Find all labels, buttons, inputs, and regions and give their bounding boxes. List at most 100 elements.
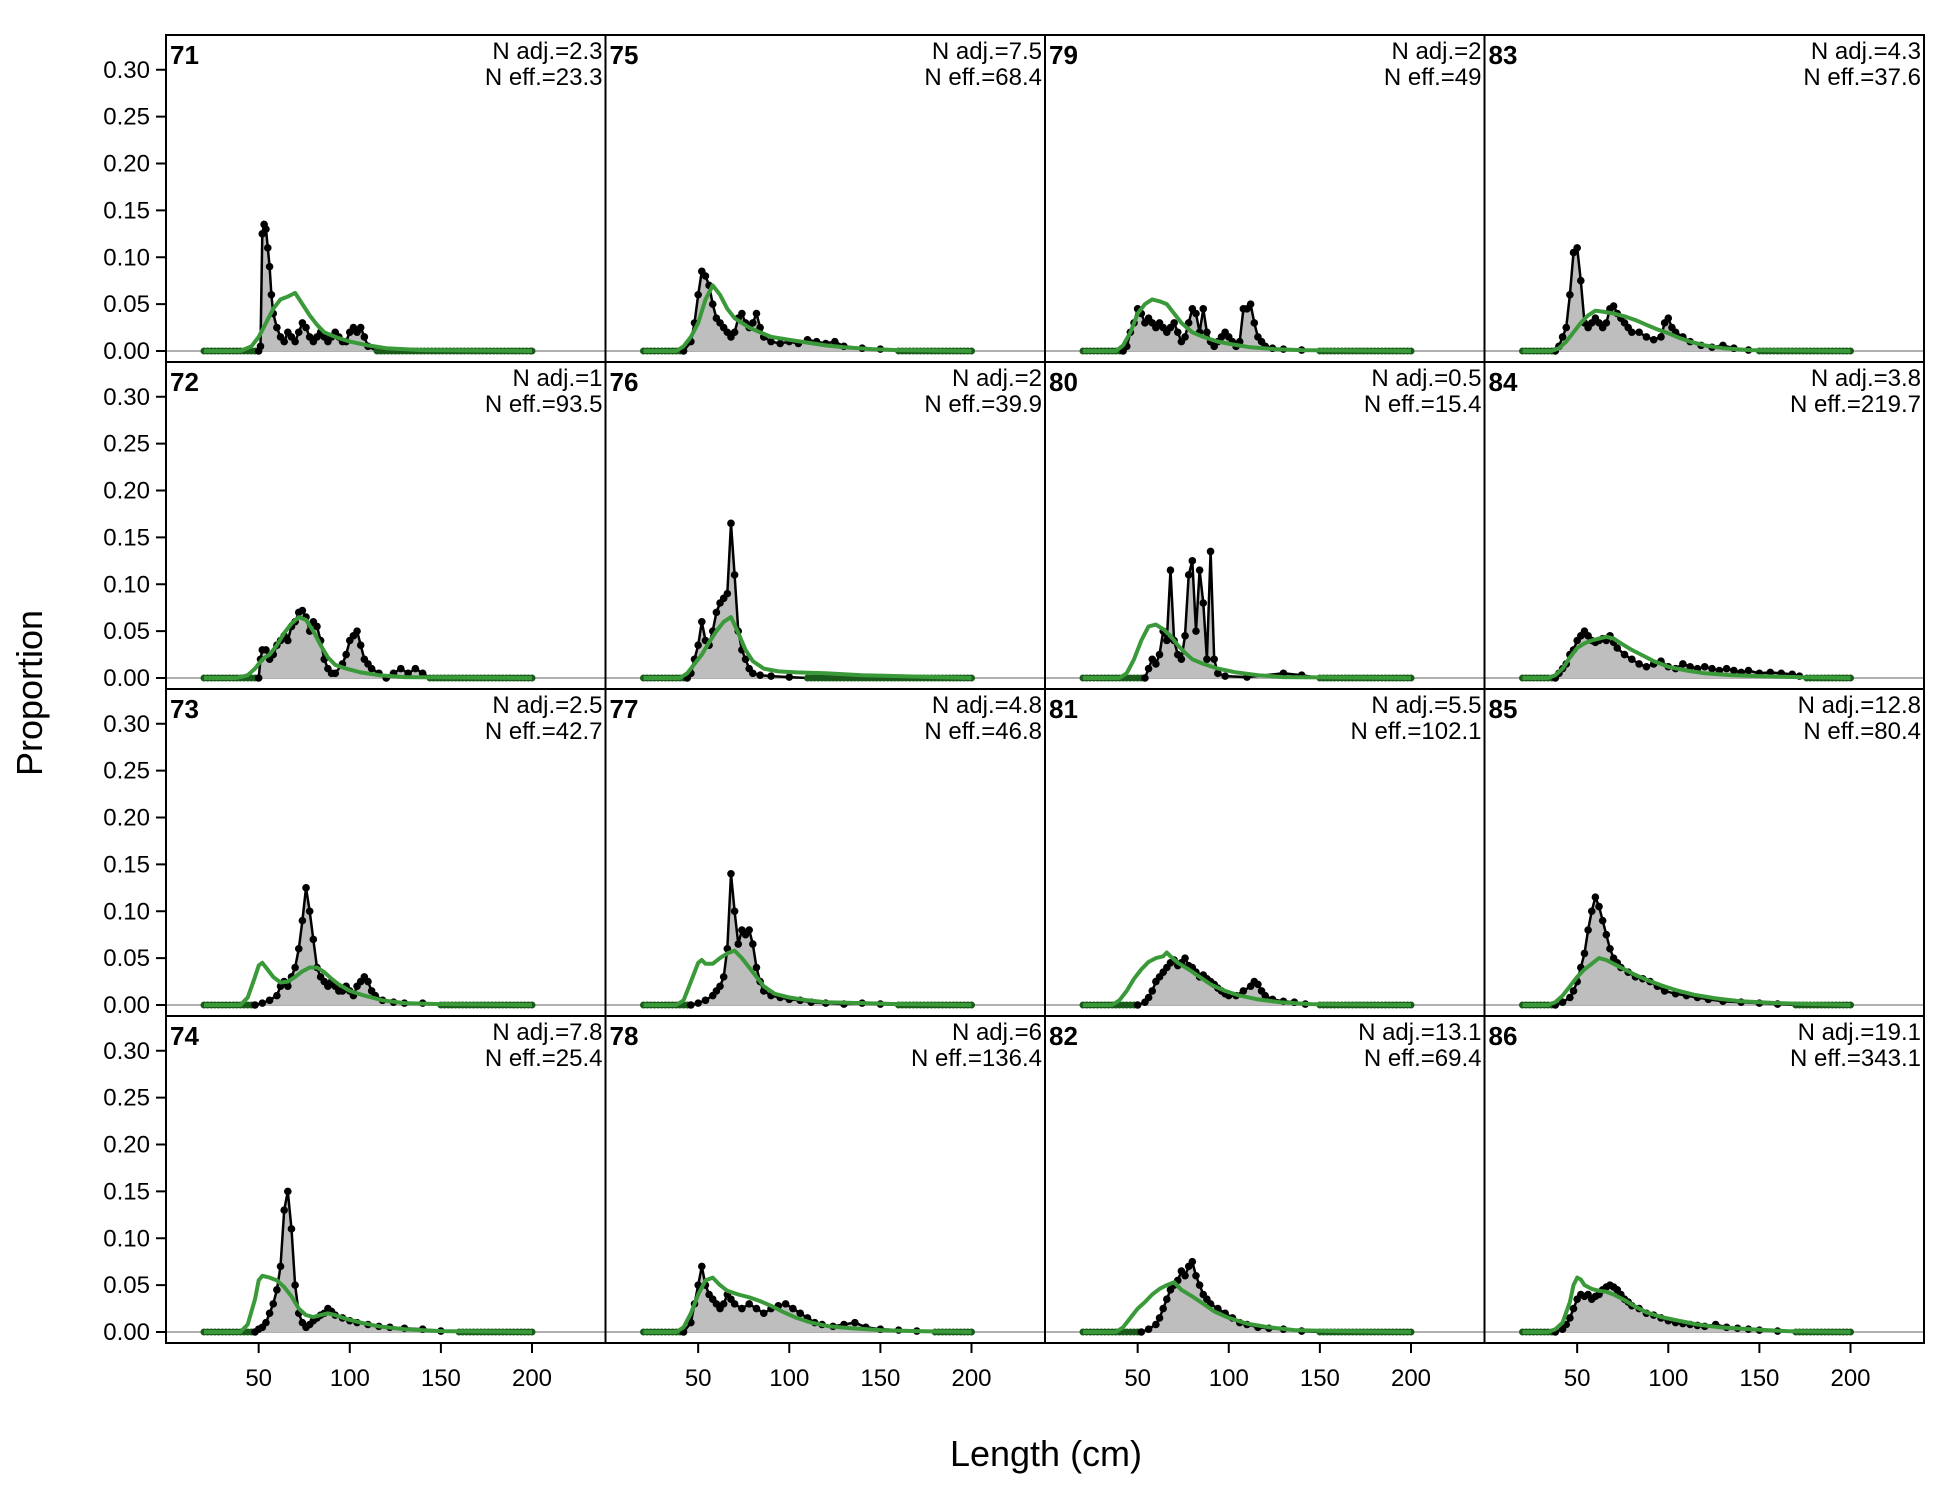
panel-year-label: 74 — [170, 1021, 199, 1051]
observed-point — [1192, 627, 1200, 635]
observed-point — [280, 337, 288, 346]
observed-point — [1203, 328, 1211, 337]
observed-point — [1210, 655, 1218, 664]
panel-86: 86 N adj.=19.1N eff.=343.1 — [1483, 1015, 1925, 1344]
observed-point — [1181, 1271, 1189, 1280]
n-eff-label: N eff.=46.8 — [924, 718, 1042, 745]
panel-80: 80 N adj.=0.5N eff.=15.4 — [1044, 361, 1486, 690]
observed-point — [752, 1304, 761, 1313]
observed-line — [1083, 551, 1411, 680]
observed-point — [1199, 599, 1208, 607]
expected-line — [1522, 1275, 1851, 1334]
observed-point — [1141, 674, 1149, 682]
observed-point — [265, 1309, 274, 1318]
observed-point — [730, 328, 739, 337]
observed-point — [263, 244, 272, 252]
observed-point — [1192, 1271, 1200, 1280]
observed-point — [701, 996, 710, 1005]
observed-area — [1522, 897, 1851, 1005]
observed-point — [1163, 1295, 1171, 1303]
observed-point — [1602, 319, 1611, 327]
observed-point — [796, 1309, 805, 1318]
observed-point — [284, 1187, 292, 1196]
n-eff-label: N eff.=39.9 — [924, 391, 1042, 418]
observed-point — [291, 963, 299, 972]
observed-point — [287, 1225, 296, 1233]
observed-point — [273, 323, 281, 332]
expected-line — [1083, 622, 1412, 680]
observed-point — [781, 1300, 790, 1308]
observed-point — [1148, 987, 1157, 995]
panel-73: 73 N adj.=2.5N eff.=42.7 — [165, 688, 607, 1017]
x-tick-label: 200 — [1830, 1365, 1870, 1392]
n-adj-label: N adj.=4.3 — [1811, 38, 1921, 65]
observed-point — [698, 1262, 706, 1271]
observed-point — [309, 935, 318, 944]
observed-point — [1206, 547, 1215, 556]
expected-line — [1522, 956, 1851, 1007]
observed-point — [1577, 276, 1585, 285]
observed-area — [1083, 551, 1411, 678]
panel-year-label: 72 — [170, 367, 199, 397]
observed-point — [698, 617, 706, 626]
observed-point — [397, 664, 405, 673]
observed-point — [730, 1300, 739, 1308]
observed-point — [262, 1318, 270, 1327]
y-axis-label: Proportion — [9, 610, 50, 776]
observed-point — [1239, 987, 1248, 995]
observed-point — [276, 1262, 285, 1271]
observed-point — [251, 1001, 259, 1009]
observed-point — [298, 916, 307, 925]
panel-74: 74 N adj.=7.8N eff.=25.4 — [165, 1015, 607, 1344]
observed-point — [1163, 636, 1171, 645]
observed-point — [831, 337, 839, 346]
x-tick-label: 200 — [951, 1365, 991, 1392]
observed-point — [1173, 328, 1182, 337]
observed-point — [1602, 930, 1611, 939]
x-tick-label: 150 — [860, 1365, 900, 1392]
panel-grid: 71 N adj.=2.3N eff.=23.372 N adj.=1N eff.=… — [165, 34, 1925, 1344]
panel-78: 78 N adj.=6N eff.=136.4 — [604, 1015, 1046, 1344]
observed-point — [1192, 309, 1200, 318]
observed-point — [1181, 632, 1189, 640]
observed-point — [1188, 1257, 1197, 1266]
observed-point — [1679, 660, 1687, 668]
observed-point — [1184, 319, 1193, 327]
n-eff-label: N eff.=15.4 — [1364, 391, 1482, 418]
observed-line — [204, 220, 532, 353]
x-tick-label: 100 — [330, 1365, 370, 1392]
observed-point — [851, 1318, 859, 1327]
observed-point — [356, 641, 365, 649]
axes: 0.00 0.05 0.10 0.15 0.20 0.25 0.30 0.00 0.05 0.10… — [103, 57, 1870, 1392]
observed-point — [1137, 1328, 1146, 1336]
observed-point — [1664, 314, 1673, 322]
observed-point — [1584, 926, 1592, 934]
x-tick-label: 200 — [512, 1365, 552, 1392]
observed-point — [752, 963, 761, 972]
expected-line — [643, 283, 972, 353]
observed-point — [1598, 916, 1607, 925]
observed-point — [305, 907, 314, 916]
observed-point — [353, 627, 361, 635]
observed-point — [727, 869, 735, 878]
observed-point — [1177, 655, 1186, 664]
observed-point — [723, 589, 732, 598]
y-tick-label: 0.30 — [103, 384, 150, 411]
observed-point — [1628, 328, 1636, 337]
n-adj-label: N adj.=2.3 — [492, 38, 602, 65]
y-tick-label: 0.10 — [103, 1225, 150, 1252]
observed-point — [1730, 666, 1738, 675]
observed-point — [1620, 650, 1629, 659]
observed-area — [204, 610, 532, 678]
observed-point — [776, 339, 784, 348]
observed-point — [1195, 1281, 1204, 1289]
observed-point — [752, 309, 761, 318]
x-axis-label: Length (cm) — [950, 1433, 1142, 1474]
y-tick-label: 0.05 — [103, 618, 150, 645]
y-tick-label: 0.15 — [103, 197, 150, 224]
observed-point — [284, 636, 292, 645]
panel-83: 83 N adj.=4.3N eff.=37.6 — [1483, 34, 1925, 363]
observed-point — [738, 1304, 746, 1313]
observed-point — [712, 608, 721, 617]
n-adj-label: N adj.=5.5 — [1371, 692, 1481, 719]
